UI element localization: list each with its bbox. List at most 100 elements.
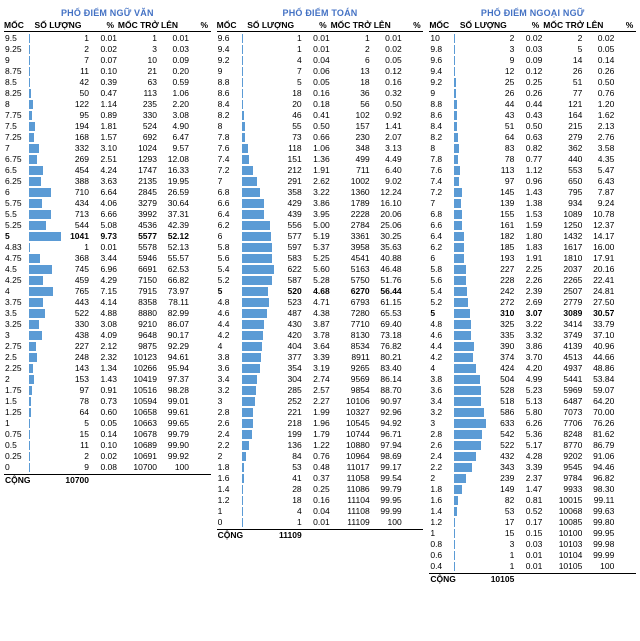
cell-moc: 2.2: [217, 441, 242, 451]
cell-soluong: 252: [274, 397, 304, 407]
total-label: CỘNG: [429, 575, 486, 585]
cell-cpct: 7.87: [584, 188, 616, 198]
cell-moc: 6.4: [429, 232, 454, 242]
cell-cum: 8770: [544, 441, 584, 451]
table-row: 6.44393.95222820.06: [217, 209, 424, 220]
cell-bar: [29, 34, 61, 43]
cell-cum: 63: [119, 78, 159, 88]
cell-cum: 113: [119, 89, 159, 99]
cell-bar: [242, 430, 274, 439]
cell-cpct: 80.21: [372, 353, 404, 363]
cell-soluong: 269: [61, 155, 91, 165]
cell-cpct: 16.33: [159, 166, 191, 176]
cell-soluong: 2: [61, 45, 91, 55]
cell-soluong: 583: [274, 254, 304, 264]
cell-soluong: 518: [486, 397, 516, 407]
cell-pct: 3.22: [304, 188, 332, 198]
cell-cpct: 30.57: [584, 309, 616, 319]
cell-bar: [242, 199, 274, 208]
cell-moc: 7.25: [4, 133, 29, 143]
cell-pct: 1.22: [304, 441, 332, 451]
cell-moc: 0.4: [429, 562, 454, 572]
table-row: 5.82272.25203720.16: [429, 264, 636, 275]
cell-soluong: 1: [274, 45, 304, 55]
cell-cum: 650: [544, 177, 584, 187]
cell-pct: 0.47: [91, 89, 119, 99]
cell-cum: 440: [544, 155, 584, 165]
cell-cum: 3: [119, 45, 159, 55]
cell-moc: 9.6: [217, 34, 242, 44]
cell-cpct: 98.30: [584, 485, 616, 495]
cell-cpct: 59.07: [584, 386, 616, 396]
cell-soluong: 182: [486, 232, 516, 242]
table-row: 4.64874.38728065.53: [217, 308, 424, 319]
cell-bar: [242, 496, 274, 505]
cell-moc: 1: [217, 507, 242, 517]
cell-pct: 2.39: [516, 287, 544, 297]
cell-cpct: 92.96: [372, 408, 404, 418]
cell-moc: 8.8: [429, 100, 454, 110]
cell-cpct: 12.08: [159, 155, 191, 165]
cell-bar: [242, 485, 274, 494]
cell-cum: 6691: [119, 265, 159, 275]
cell-soluong: 710: [61, 188, 91, 198]
cell-cum: 10689: [119, 441, 159, 451]
cell-cpct: 76.82: [372, 342, 404, 352]
cell-soluong: 325: [486, 320, 516, 330]
table-row: 2.44324.28920291.06: [429, 451, 636, 462]
cell-pct: 5.36: [516, 430, 544, 440]
cell-pct: 1.47: [516, 485, 544, 495]
cell-bar: [29, 309, 61, 318]
table-row: 1.81491.47993398.30: [429, 484, 636, 495]
hdr-moc: MỐC: [217, 21, 241, 31]
cell-cum: 2: [332, 45, 372, 55]
table-row: 72912.6210029.02: [217, 176, 424, 187]
cell-soluong: 487: [274, 309, 304, 319]
cell-soluong: 272: [486, 298, 516, 308]
cell-cum: 330: [119, 111, 159, 121]
cell-bar: [242, 452, 274, 461]
hdr-soluong: SỐ LƯỢNG: [28, 21, 88, 31]
cell-bar: [454, 551, 486, 560]
table-row: 9.690.09140.14: [429, 55, 636, 66]
table-row: 4.24203.78813073.18: [217, 330, 424, 341]
hdr-moc: MỐC: [429, 21, 453, 31]
cell-pct: 9.73: [91, 232, 119, 242]
cell-bar: [29, 111, 61, 120]
cell-bar: [454, 562, 486, 571]
table-row: 3.85044.99544153.84: [429, 374, 636, 385]
cell-cum: 11104: [332, 496, 372, 506]
cell-moc: 0: [217, 518, 242, 528]
cell-moc: 8.6: [217, 89, 242, 99]
cell-cpct: 26.59: [159, 188, 191, 198]
cell-cpct: 99.01: [159, 397, 191, 407]
cell-cpct: 14.17: [584, 232, 616, 242]
cell-soluong: 118: [274, 144, 304, 154]
table-row: 7.4970.966506.43: [429, 176, 636, 187]
cell-moc: 5.2: [217, 276, 242, 286]
table-row: 3.63543.19926583.40: [217, 363, 424, 374]
cell-cpct: 0.92: [372, 111, 404, 121]
cell-soluong: 46: [274, 111, 304, 121]
cell-bar: [454, 342, 486, 351]
cell-pct: 1.38: [516, 199, 544, 209]
total-value: 11109: [274, 531, 304, 541]
cell-soluong: 713: [61, 210, 91, 220]
cell-moc: 6: [217, 232, 242, 242]
cell-cpct: 42.39: [159, 221, 191, 231]
cell-moc: 6.8: [217, 188, 242, 198]
cell-moc: 5.2: [429, 298, 454, 308]
cell-cum: 5946: [119, 254, 159, 264]
cell-cum: 10744: [332, 430, 372, 440]
cell-soluong: 429: [274, 199, 304, 209]
table-row: 5.255445.08453642.39: [4, 220, 211, 231]
cell-bar: [454, 177, 486, 186]
cell-soluong: 113: [486, 166, 516, 176]
cell-cum: 10085: [544, 518, 584, 528]
cell-bar: [242, 56, 274, 65]
table-header: MỐCSỐ LƯỢNG%MỐC TRỞ LÊN%: [4, 20, 211, 32]
cell-moc: 2.75: [4, 342, 29, 352]
cell-cum: 934: [544, 199, 584, 209]
cell-cpct: 3.58: [584, 144, 616, 154]
cell-moc: 4.5: [4, 265, 29, 275]
